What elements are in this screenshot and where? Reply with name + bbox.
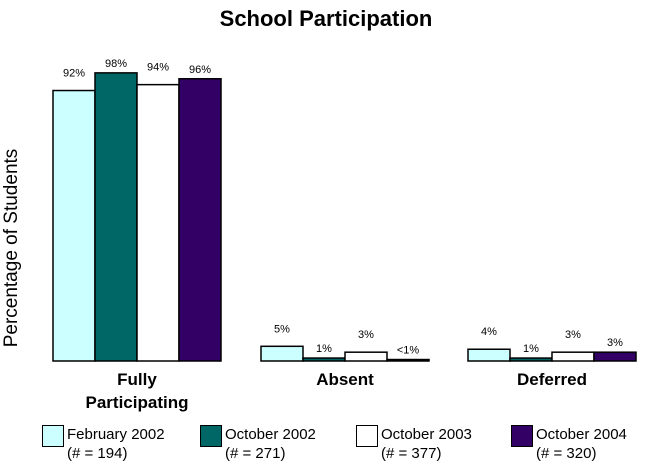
bar-october-2003-deferred <box>551 351 595 362</box>
data-label: 98% <box>105 58 127 70</box>
data-label: 3% <box>565 329 581 341</box>
data-label: 92% <box>63 68 85 80</box>
bar-october-2004-absent <box>386 358 430 362</box>
bar-october-2003-absent <box>344 351 388 362</box>
data-label: 5% <box>274 323 290 335</box>
bar-october-2003-fully-participating <box>136 83 180 362</box>
bar-february-2002-deferred <box>467 348 511 362</box>
data-label: 94% <box>147 62 169 74</box>
chart-title: School Participation <box>219 6 433 31</box>
bar-october-2004-deferred <box>593 351 637 362</box>
data-label: 3% <box>358 329 374 341</box>
category-label: Deferred <box>517 370 587 389</box>
bar-october-2002-absent <box>302 357 346 362</box>
data-label: 3% <box>607 337 623 349</box>
data-label: 1% <box>316 343 332 355</box>
bar-october-2002-deferred <box>509 357 553 362</box>
data-label: 96% <box>189 64 211 76</box>
bar-february-2002-fully-participating <box>52 89 96 362</box>
category-label: Fully <box>117 370 157 389</box>
category-label: Participating <box>86 393 189 412</box>
category-label: Absent <box>316 370 374 389</box>
bar-october-2002-fully-participating <box>94 72 138 362</box>
data-label: 4% <box>481 326 497 338</box>
bar-february-2002-absent <box>260 345 304 362</box>
data-label: 1% <box>523 343 539 355</box>
bar-october-2004-fully-participating <box>178 78 222 362</box>
data-label: <1% <box>397 345 420 357</box>
